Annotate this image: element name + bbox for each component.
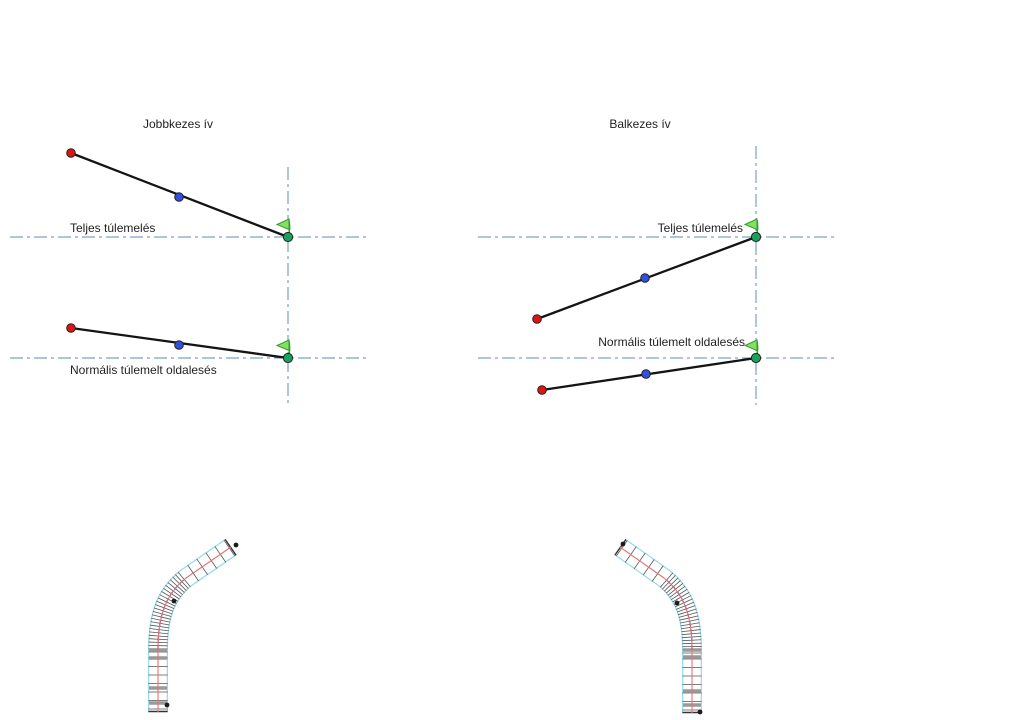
- start-point-marker: [537, 385, 547, 395]
- alignment-plan-left-hand: [614, 538, 703, 715]
- label-full-superelevation-left-hand: Teljes túlemelés: [657, 221, 743, 235]
- station-marker: [171, 598, 177, 604]
- track-centerline: [157, 546, 232, 712]
- label-normal-crossfall-left-hand: Normális túlemelt oldalesés: [598, 335, 745, 349]
- station-marker: [233, 542, 239, 548]
- end-point-marker: [282, 231, 294, 243]
- panel-title-right-hand-curve: Jobbkezes ív: [142, 117, 214, 131]
- middle-point-marker: [174, 192, 184, 202]
- station-marker: [674, 600, 680, 606]
- middle-point-marker: [640, 273, 650, 283]
- end-point-marker: [750, 231, 762, 243]
- label-full-superelevation-right-hand: Teljes túlemelés: [70, 221, 156, 235]
- start-point-marker: [66, 323, 76, 333]
- track-centerline: [619, 546, 693, 713]
- slope-line-right-hand-normal-crossfall: [66, 323, 294, 364]
- start-point-marker: [532, 314, 542, 324]
- middle-point-marker: [174, 340, 184, 350]
- end-point-marker: [282, 352, 294, 364]
- panel-title-left-hand-curve: Balkezes ív: [609, 117, 671, 131]
- middle-point-marker: [641, 369, 651, 379]
- end-point-marker: [750, 352, 762, 364]
- slope-line-right-hand-full-superelevation: [66, 148, 294, 243]
- station-marker: [697, 709, 703, 715]
- alignment-plan-right-hand: [148, 538, 239, 713]
- station-marker: [620, 541, 626, 547]
- slope-line-left-hand-normal-crossfall: [537, 339, 762, 395]
- slope-line-left-hand-full-superelevation: [532, 218, 762, 324]
- label-normal-crossfall-right-hand: Normális túlemelt oldalesés: [70, 363, 217, 377]
- start-point-marker: [66, 148, 76, 158]
- station-marker: [164, 702, 170, 708]
